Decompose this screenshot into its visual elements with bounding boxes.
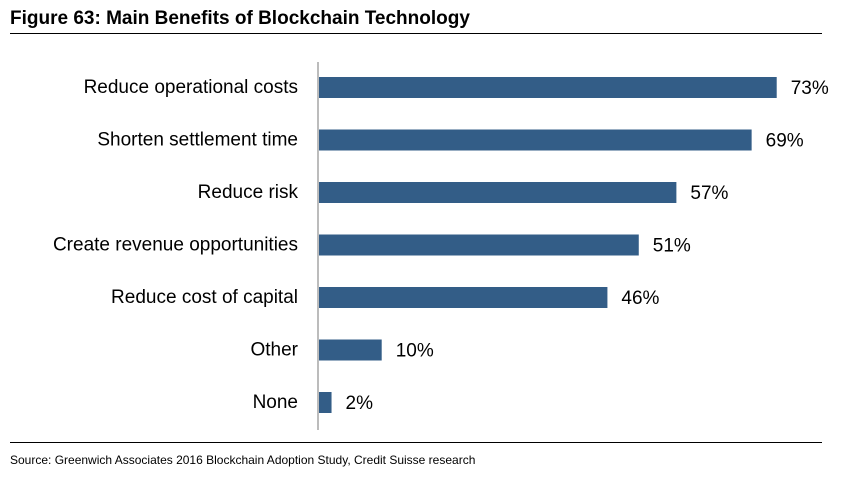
category-label: Reduce cost of capital (111, 287, 298, 308)
title-rule (10, 33, 822, 34)
category-label: Other (250, 340, 298, 361)
bar (319, 77, 777, 98)
bar (319, 339, 382, 361)
bar (319, 234, 639, 256)
value-label: 51% (653, 236, 691, 257)
category-label: Create revenue opportunities (53, 235, 298, 256)
value-label: 46% (621, 288, 659, 309)
bar-chart: Reduce operational costs 73% Shorten settl… (53, 62, 829, 430)
source-note: Source: Greenwich Associates 2016 Blockc… (10, 453, 476, 467)
category-label: Reduce operational costs (84, 77, 298, 98)
chart-title: Figure 63: Main Benefits of Blockchain T… (10, 8, 470, 29)
source-rule (10, 442, 822, 443)
value-label: 2% (346, 393, 374, 414)
value-label: 57% (690, 183, 728, 204)
category-label: Shorten settlement time (97, 130, 298, 151)
bar (319, 287, 608, 308)
bar (319, 129, 752, 151)
value-label: 69% (766, 131, 804, 152)
bar (319, 182, 677, 203)
category-label: None (253, 392, 298, 413)
bar (319, 392, 332, 413)
value-label: 73% (791, 78, 829, 99)
value-label: 10% (396, 341, 434, 362)
category-label: Reduce risk (198, 182, 299, 203)
